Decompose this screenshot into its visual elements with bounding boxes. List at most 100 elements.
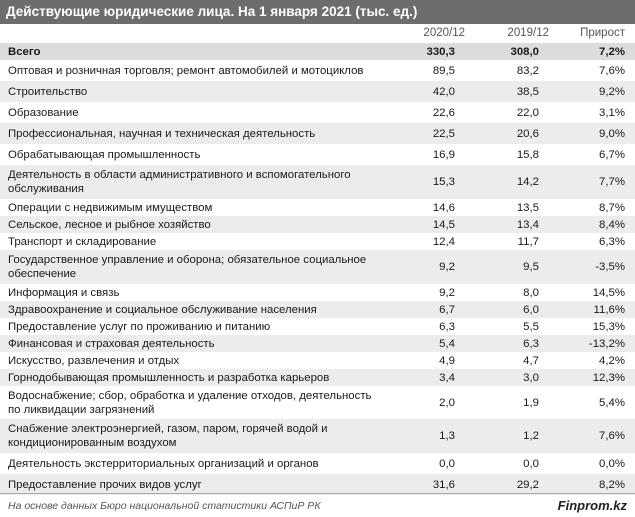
row-name: Снабжение электроэнергией, газом, паром,…	[0, 419, 380, 453]
row-name: Предоставление прочих видов услуг	[0, 474, 380, 495]
row-value-2020: 31,6	[380, 474, 465, 495]
row-value-2019: 13,5	[465, 199, 549, 216]
row-name: Оптовая и розничная торговля; ремонт авт…	[0, 60, 380, 81]
row-value-2019: 308,0	[465, 43, 549, 60]
column-header-row: 2020/12 2019/12 Прирост	[0, 24, 635, 44]
row-value-2020: 14,6	[380, 199, 465, 216]
row-name: Финансовая и страховая деятельность	[0, 335, 380, 352]
row-value-2020: 12,4	[380, 233, 465, 250]
row-value-2019: 6,0	[465, 301, 549, 318]
table-row: Водоснабжение; сбор, обработка и удалени…	[0, 386, 635, 419]
source-note: На основе данных Бюро национальной стати…	[8, 500, 321, 512]
row-growth: 9,2%	[549, 81, 635, 102]
row-value-2019: 83,2	[465, 60, 549, 81]
row-name: Искусство, развлечения и отдых	[0, 352, 380, 369]
table-row: Искусство, развлечения и отдых 4,9 4,7 4…	[0, 352, 635, 369]
table-row: Предоставление услуг по проживанию и пит…	[0, 318, 635, 335]
table-row: Обрабатывающая промышленность 16,9 15,8 …	[0, 144, 635, 165]
table-row: Государственное управление и оборона; об…	[0, 250, 635, 284]
row-value-2019: 8,0	[465, 284, 549, 301]
column-header-2020: 2020/12	[423, 27, 465, 39]
table-row: Профессиональная, научная и техническая …	[0, 123, 635, 144]
table-row: Снабжение электроэнергией, газом, паром,…	[0, 419, 635, 453]
table-row: Горнодобывающая промышленность и разрабо…	[0, 369, 635, 386]
row-value-2019: 1,9	[465, 386, 549, 419]
row-growth: 6,3%	[549, 233, 635, 250]
row-growth: 9,0%	[549, 123, 635, 144]
row-name: Информация и связь	[0, 284, 380, 301]
row-value-2020: 0,0	[380, 453, 465, 474]
row-growth: 7,7%	[549, 165, 635, 199]
row-name: Профессиональная, научная и техническая …	[0, 123, 380, 144]
row-value-2020: 22,5	[380, 123, 465, 144]
row-value-2019: 11,7	[465, 233, 549, 250]
row-growth: 8,7%	[549, 199, 635, 216]
table-row: Транспорт и складирование 12,4 11,7 6,3%	[0, 233, 635, 250]
row-value-2020: 6,7	[380, 301, 465, 318]
row-value-2019: 9,5	[465, 250, 549, 284]
row-value-2019: 3,0	[465, 369, 549, 386]
row-name: Строительство	[0, 81, 380, 102]
row-growth: 8,2%	[549, 474, 635, 495]
row-value-2020: 16,9	[380, 144, 465, 165]
row-name: Предоставление услуг по проживанию и пит…	[0, 318, 380, 335]
row-value-2019: 20,6	[465, 123, 549, 144]
row-growth: 15,3%	[549, 318, 635, 335]
row-name: Здравоохранение и социальное обслуживани…	[0, 301, 380, 318]
row-value-2019: 38,5	[465, 81, 549, 102]
row-value-2020: 5,4	[380, 335, 465, 352]
table-row: Операции с недвижимым имуществом 14,6 13…	[0, 199, 635, 216]
table-row: Деятельность в области административного…	[0, 165, 635, 199]
table-title: Действующие юридические лица. На 1 январ…	[0, 0, 635, 24]
row-value-2020: 9,2	[380, 250, 465, 284]
column-header-growth: Прирост	[580, 27, 625, 39]
footer-divider	[0, 493, 635, 494]
row-growth: 14,5%	[549, 284, 635, 301]
row-value-2020: 15,3	[380, 165, 465, 199]
brand-logo-text: Finprom.kz	[557, 498, 627, 513]
row-growth: 7,2%	[549, 43, 635, 60]
table-row: Оптовая и розничная торговля; ремонт авт…	[0, 60, 635, 81]
row-value-2020: 89,5	[380, 60, 465, 81]
row-name: Всего	[0, 43, 380, 60]
table-row: Предоставление прочих видов услуг 31,6 2…	[0, 474, 635, 495]
row-name: Горнодобывающая промышленность и разрабо…	[0, 369, 380, 386]
table-row: Строительство 42,0 38,5 9,2%	[0, 81, 635, 102]
footer: На основе данных Бюро национальной стати…	[0, 496, 635, 517]
row-value-2020: 22,6	[380, 102, 465, 123]
row-growth: 4,2%	[549, 352, 635, 369]
table-row-total: Всего 330,3 308,0 7,2%	[0, 43, 635, 60]
row-growth: 3,1%	[549, 102, 635, 123]
row-growth: 12,3%	[549, 369, 635, 386]
row-value-2019: 5,5	[465, 318, 549, 335]
legal-entities-table: Всего 330,3 308,0 7,2% Оптовая и розничн…	[0, 43, 635, 495]
row-name: Операции с недвижимым имуществом	[0, 199, 380, 216]
row-value-2019: 1,2	[465, 419, 549, 453]
row-growth: 6,7%	[549, 144, 635, 165]
table-row: Информация и связь 9,2 8,0 14,5%	[0, 284, 635, 301]
table-row: Финансовая и страховая деятельность 5,4 …	[0, 335, 635, 352]
row-value-2019: 13,4	[465, 216, 549, 233]
row-value-2020: 330,3	[380, 43, 465, 60]
table-row: Сельское, лесное и рыбное хозяйство 14,5…	[0, 216, 635, 233]
row-value-2020: 2,0	[380, 386, 465, 419]
row-growth: 8,4%	[549, 216, 635, 233]
table-row: Здравоохранение и социальное обслуживани…	[0, 301, 635, 318]
row-growth: -3,5%	[549, 250, 635, 284]
table-row: Деятельность экстерриториальных организа…	[0, 453, 635, 474]
row-value-2019: 15,8	[465, 144, 549, 165]
row-name: Водоснабжение; сбор, обработка и удалени…	[0, 386, 380, 419]
row-growth: 5,4%	[549, 386, 635, 419]
row-value-2020: 9,2	[380, 284, 465, 301]
row-value-2019: 14,2	[465, 165, 549, 199]
row-value-2020: 6,3	[380, 318, 465, 335]
row-value-2020: 4,9	[380, 352, 465, 369]
row-name: Обрабатывающая промышленность	[0, 144, 380, 165]
row-value-2019: 22,0	[465, 102, 549, 123]
column-header-2019: 2019/12	[507, 27, 549, 39]
row-value-2019: 4,7	[465, 352, 549, 369]
row-value-2020: 1,3	[380, 419, 465, 453]
row-value-2020: 14,5	[380, 216, 465, 233]
row-value-2019: 29,2	[465, 474, 549, 495]
row-name: Образование	[0, 102, 380, 123]
